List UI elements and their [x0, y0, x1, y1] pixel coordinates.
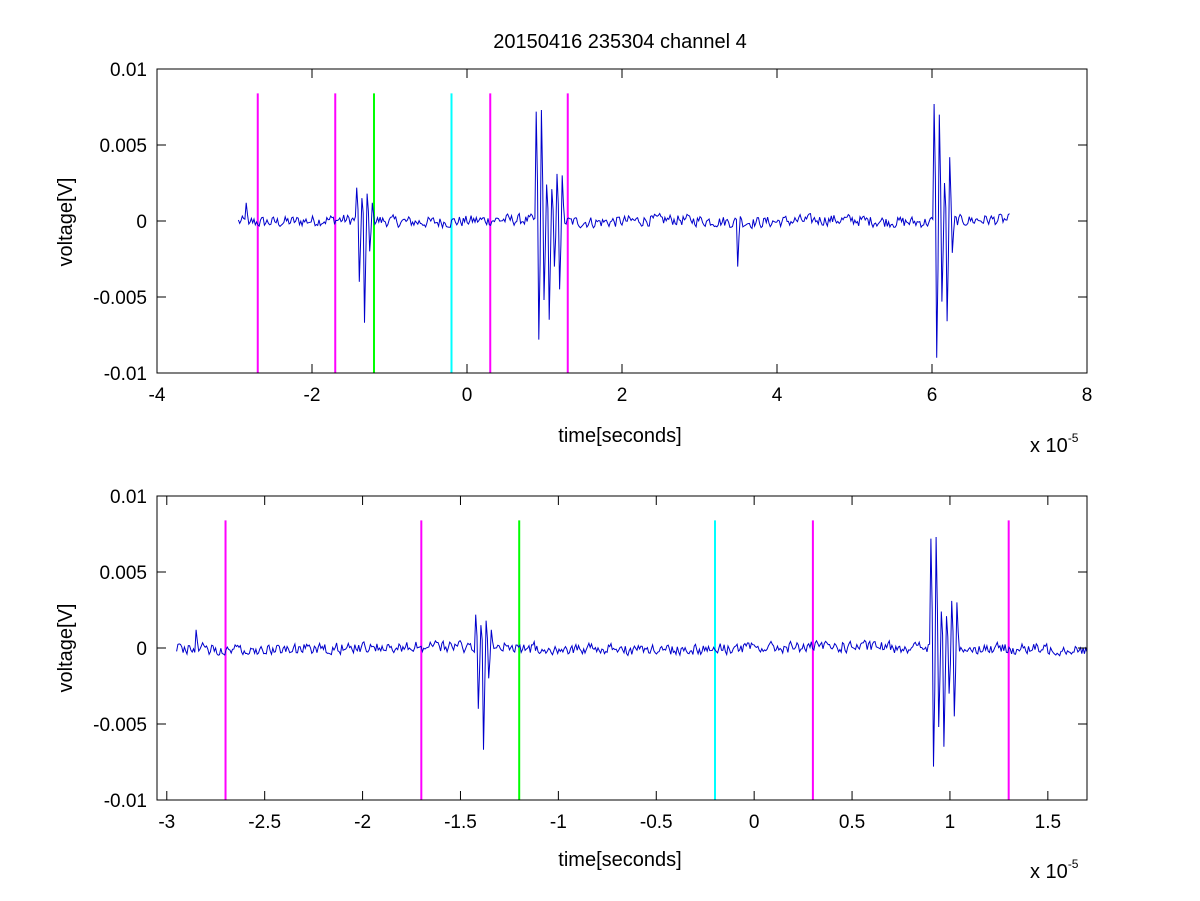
bottom-x-ticks: -3 -2.5 -2 -1.5 -1 -0.5 0 0.5 1 1.5 [158, 496, 1061, 833]
top-x-tick-label: 6 [927, 385, 938, 406]
bottom-x-exponent-power: -5 [1068, 857, 1079, 871]
bottom-x-tick-label: -3 [158, 812, 175, 833]
top-y-axis-label: voltage[V] [55, 178, 77, 267]
bottom-x-tick-label: -2.5 [248, 812, 281, 833]
top-y-tick-label: 0.01 [110, 60, 147, 81]
bottom-y-ticks: -0.01 -0.005 0 0.005 0.01 [93, 487, 1087, 812]
top-y-tick-label: -0.01 [104, 364, 147, 385]
bottom-x-tick-label: -0.5 [640, 812, 673, 833]
top-x-ticks: -4 -2 0 2 4 6 8 [149, 69, 1093, 406]
bottom-x-tick-label: 1.5 [1035, 812, 1061, 833]
top-signal-trace [237, 103, 1010, 358]
bottom-marker-lines [224, 520, 1010, 800]
bottom-y-axis-label: voltage[V] [55, 604, 77, 693]
bottom-axes: -3 -2.5 -2 -1.5 -1 -0.5 0 0.5 1 1.5 -0.01 -0.005 0 0… [55, 487, 1088, 883]
top-axes: -4 -2 0 2 4 6 8 -0.01 -0.005 0 0.005 0.01 time[sec… [55, 60, 1092, 457]
bottom-x-tick-label: 0 [749, 812, 760, 833]
top-x-axis-label: time[seconds] [558, 425, 681, 447]
top-y-tick-label: -0.005 [93, 288, 147, 309]
bottom-y-tick-label: 0.005 [99, 563, 147, 584]
top-x-tick-label: 8 [1082, 385, 1093, 406]
bottom-y-tick-label: 0.01 [110, 487, 147, 508]
bottom-y-tick-label: -0.01 [104, 791, 147, 812]
top-y-ticks: -0.01 -0.005 0 0.005 0.01 [93, 60, 1087, 385]
bottom-x-tick-label: -1.5 [444, 812, 477, 833]
top-x-tick-label: 2 [617, 385, 628, 406]
bottom-x-exponent: x 10-5 [1030, 857, 1079, 883]
top-marker-lines [256, 93, 569, 373]
top-y-tick-label: 0.005 [99, 136, 147, 157]
bottom-signal-trace [176, 536, 1088, 767]
bottom-x-tick-label: 1 [945, 812, 956, 833]
top-x-exponent-power: -5 [1068, 431, 1079, 445]
bottom-x-tick-label: 0.5 [839, 812, 865, 833]
top-x-exponent: x 10-5 [1030, 431, 1079, 457]
top-x-tick-label: 0 [462, 385, 473, 406]
top-x-tick-label: -4 [149, 385, 166, 406]
top-y-tick-label: 0 [136, 212, 147, 233]
top-x-tick-label: -2 [304, 385, 321, 406]
bottom-x-exponent-base: x 10 [1030, 861, 1068, 883]
bottom-x-tick-label: -1 [550, 812, 567, 833]
bottom-y-tick-label: -0.005 [93, 715, 147, 736]
figure-title: 20150416 235304 channel 4 [493, 31, 747, 53]
top-x-exponent-base: x 10 [1030, 435, 1068, 457]
bottom-x-axis-label: time[seconds] [558, 849, 681, 871]
bottom-y-tick-label: 0 [136, 639, 147, 660]
bottom-x-tick-label: -2 [354, 812, 371, 833]
top-x-tick-label: 4 [772, 385, 783, 406]
